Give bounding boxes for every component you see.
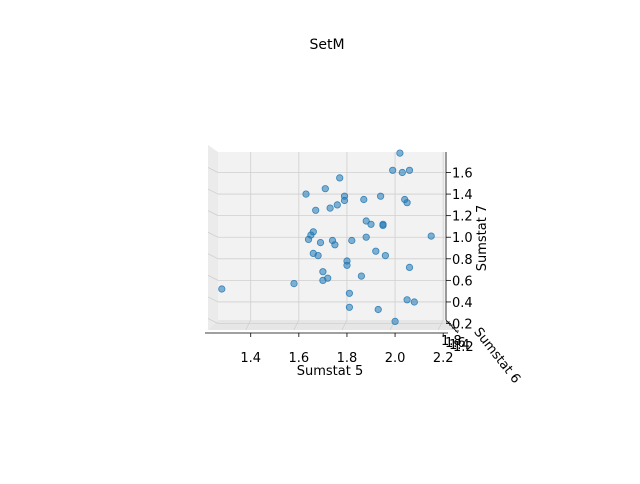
z-tick-label: 0.8	[452, 253, 473, 268]
z-tick-label: 0.4	[452, 296, 473, 311]
y-tick-label: 1.6	[445, 336, 466, 351]
left-pane	[208, 145, 218, 330]
scatter-point	[403, 296, 411, 304]
scatter-point	[319, 268, 327, 276]
floor-pane	[208, 320, 455, 330]
x-tick-label: 2.0	[385, 351, 406, 366]
scatter-point	[333, 201, 341, 209]
y-tick-label: 1.8	[441, 334, 462, 349]
z-tick-label: 1.0	[452, 231, 473, 246]
scatter-point	[316, 239, 325, 247]
z-side-grid-line	[207, 188, 219, 195]
scatter-points	[218, 149, 435, 325]
x-ticks: 1.4 1.6 1.8 2.0 2.2	[240, 333, 454, 366]
x-tick-label: 1.8	[337, 351, 358, 366]
z-side-grid-line	[207, 296, 219, 303]
scatter-point	[372, 247, 380, 255]
z-tick-label: 1.4	[452, 188, 473, 203]
scatter-point	[403, 199, 411, 207]
chart-title: SetM	[309, 37, 344, 53]
z-axis-label: Sumstat 7	[475, 205, 490, 272]
x-tick-label: 2.2	[433, 351, 454, 366]
y-ticks: 1.21.41.61.8	[441, 321, 474, 355]
z-side-grid-line	[207, 318, 219, 324]
z-side-grid-line	[207, 231, 219, 238]
y-axis-label: Sumstat 6	[470, 325, 523, 387]
scatter-point	[290, 279, 298, 288]
scatter-point	[312, 206, 320, 214]
x-axis-label: Sumstat 5	[297, 364, 364, 379]
scatter-point	[340, 192, 349, 200]
scatter-point	[360, 195, 368, 204]
scatter-point	[381, 252, 389, 260]
scatter-point	[331, 241, 339, 249]
scatter-point	[357, 272, 365, 280]
scatter-point	[362, 233, 370, 241]
z-tick-label: 1.2	[452, 210, 473, 225]
z-tick-label: 0.2	[452, 318, 473, 333]
scatter-point	[345, 303, 353, 311]
x-floor-grid-line	[437, 319, 444, 331]
back-pane	[218, 152, 445, 320]
scatter-point	[396, 149, 404, 157]
z-ticks: 0.2 0.4 0.6 0.8 1.0 1.2 1.4 1.6	[446, 166, 473, 333]
x-tick-label: 1.4	[240, 351, 261, 366]
z-tick-label: 1.6	[452, 166, 473, 181]
scatter-point	[314, 252, 322, 260]
scatter-point	[362, 217, 370, 225]
scatter-point	[376, 192, 385, 200]
scatter-point	[374, 305, 382, 314]
scatter-point	[326, 204, 334, 212]
scatter-point	[302, 190, 310, 198]
scatter-point	[348, 236, 356, 245]
x-tick-label: 1.6	[288, 351, 309, 366]
z-side-grid-line	[207, 210, 219, 217]
scatter-point	[345, 289, 353, 297]
x-floor-grid-line	[245, 319, 252, 331]
z-side-grid-line	[207, 167, 219, 173]
scatter-point	[389, 166, 397, 174]
z-side-grid-line	[207, 275, 219, 281]
scatter-point	[427, 232, 435, 240]
scatter-point	[391, 317, 399, 325]
scatter-point	[405, 166, 414, 174]
scatter-point	[307, 231, 315, 239]
scatter-point	[218, 285, 226, 293]
z-side-grid-line	[207, 253, 219, 260]
scatter-point	[336, 174, 344, 182]
x-floor-grid-line	[293, 319, 300, 331]
y-tick-label: 1.2	[453, 340, 474, 355]
y-tick-label: 1.4	[449, 338, 470, 353]
scatter-point	[343, 261, 351, 269]
scatter-point	[321, 185, 329, 193]
scatter-point	[367, 220, 375, 228]
z-tick-label: 0.6	[452, 274, 473, 289]
scatter-point	[405, 263, 414, 271]
scatter-point	[398, 168, 406, 177]
scatter-point	[410, 298, 418, 306]
scatter-point	[379, 220, 387, 228]
x-floor-grid-line	[341, 319, 348, 331]
scatter-point	[324, 274, 332, 282]
